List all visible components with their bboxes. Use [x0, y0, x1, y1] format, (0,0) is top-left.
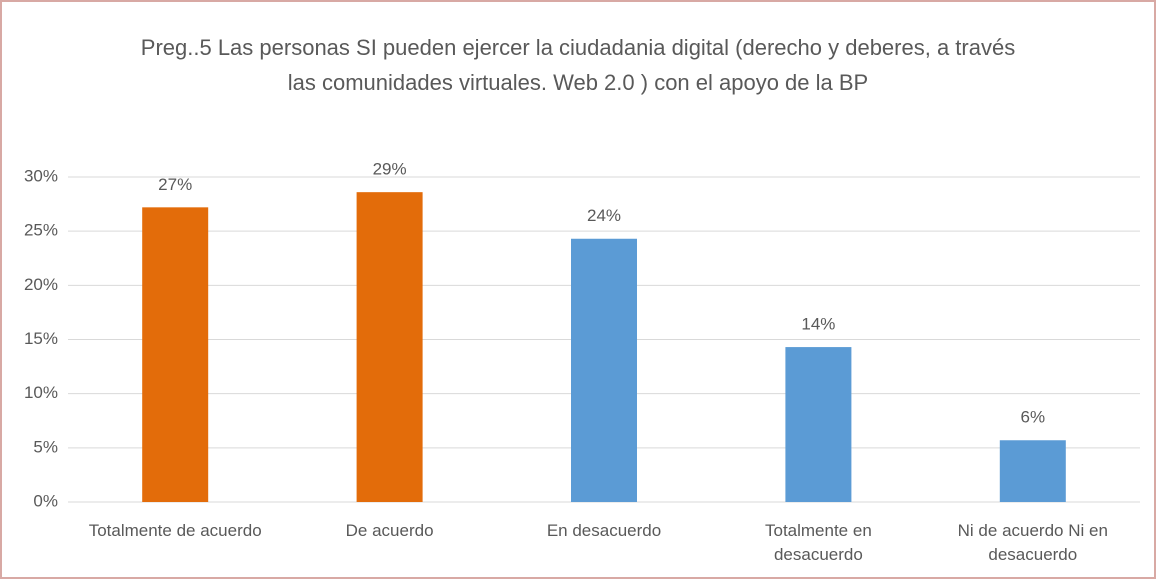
- x-tick-label: De acuerdo: [345, 521, 434, 540]
- y-tick-label: 25%: [24, 221, 58, 240]
- data-label: 27%: [158, 175, 192, 194]
- y-tick-label: 15%: [24, 329, 58, 348]
- y-tick-label: 20%: [24, 275, 58, 294]
- y-tick-label: 0%: [33, 491, 58, 510]
- bar: [785, 347, 852, 502]
- data-label: 6%: [1021, 408, 1046, 427]
- data-label: 24%: [587, 206, 621, 225]
- x-tick-label: Ni de acuerdo Ni en desacuerdo: [957, 521, 1108, 564]
- y-tick-label: 5%: [33, 437, 58, 456]
- x-tick-label: En desacuerdo: [546, 521, 662, 540]
- bar: [356, 192, 423, 502]
- bar: [571, 238, 637, 502]
- bar: [999, 440, 1066, 502]
- data-label: 29%: [373, 160, 407, 179]
- x-tick-label: Totalmente en desacuerdo: [764, 521, 872, 564]
- y-tick-label: 10%: [24, 383, 58, 402]
- y-tick-label: 30%: [24, 166, 58, 185]
- bar: [142, 207, 209, 503]
- chart-title: Preg..5 Las personas SI pueden ejercer l…: [140, 35, 1016, 95]
- data-label: 14%: [801, 315, 835, 334]
- x-tick-label: Totalmente de acuerdo: [88, 521, 262, 540]
